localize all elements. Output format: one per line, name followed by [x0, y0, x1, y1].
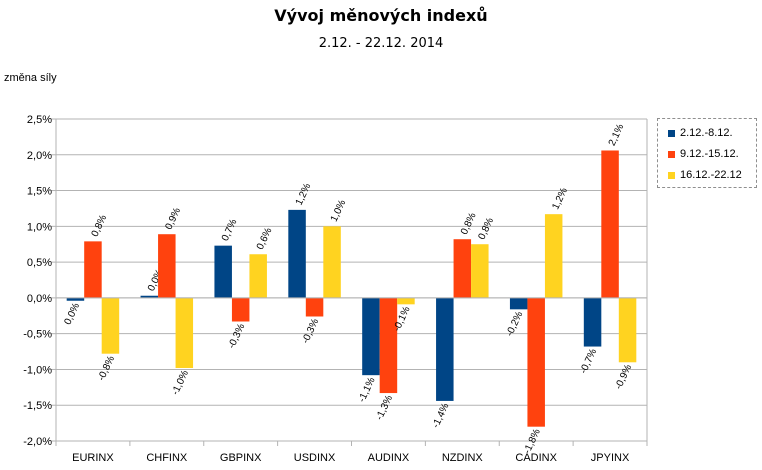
data-label: 1,0% — [329, 198, 349, 223]
bar-series-2 — [305, 297, 324, 317]
bar-series-3 — [323, 226, 341, 298]
bar-series-3 — [175, 297, 194, 369]
bar-series-1 — [509, 297, 528, 310]
legend-label-series-3: 16.12.-22.12 — [680, 169, 742, 181]
legend-item-series-1: 2.12.-8.12. — [668, 127, 733, 139]
data-label: 0,9% — [164, 206, 184, 231]
bar-series-1 — [66, 297, 85, 301]
data-label: -1,1% — [357, 376, 378, 404]
bar-series-2 — [453, 239, 472, 298]
data-label: -0,8% — [96, 354, 117, 382]
bar-series-1 — [288, 209, 306, 298]
bar-series-3 — [471, 244, 489, 298]
bar-series-2 — [231, 297, 250, 322]
data-label: 0,7% — [220, 218, 240, 243]
y-axis-label: změna síly — [4, 72, 57, 84]
x-tick-label: EURINX — [72, 452, 114, 464]
chart-title: Vývoj měnových indexů — [274, 6, 488, 25]
chart-subtitle: 2.12. - 22.12. 2014 — [318, 36, 444, 51]
bar-series-1 — [140, 295, 159, 298]
bar-series-3 — [544, 214, 563, 298]
data-label: 2,1% — [607, 122, 627, 147]
legend-label-series-1: 2.12.-8.12. — [680, 127, 733, 139]
data-label: -0,7% — [578, 347, 599, 375]
legend-item-series-3: 16.12.-22.12 — [668, 169, 742, 181]
y-tick-label: 2,5% — [27, 114, 52, 126]
bar-series-1 — [436, 297, 454, 401]
data-label: 1,2% — [294, 182, 314, 207]
bar-series-1 — [362, 297, 380, 376]
bar-series-2 — [158, 234, 176, 298]
y-tick-label: 2,0% — [27, 150, 52, 162]
bar-series-2 — [379, 297, 398, 394]
bar-series-3 — [397, 297, 415, 305]
bar-series-3 — [101, 297, 120, 354]
y-tick-label: -0,5% — [23, 329, 52, 341]
bar-series-3 — [249, 254, 267, 298]
x-tick-label: NZDINX — [442, 452, 484, 464]
bar-series-3 — [618, 297, 637, 363]
data-label: -0,9% — [613, 363, 634, 391]
bar-series-1 — [214, 245, 232, 298]
y-tick-label: -1,0% — [23, 364, 52, 376]
legend-item-series-2: 9.12.-15.12. — [668, 148, 739, 160]
y-tick-label: 1,0% — [27, 221, 52, 233]
data-label: 0,6% — [255, 226, 275, 251]
legend: 2.12.-8.12. 9.12.-15.12. 16.12.-22.12 — [657, 118, 757, 188]
data-label: -0,3% — [226, 322, 247, 350]
bar-series-2 — [84, 241, 102, 298]
legend-label-series-2: 9.12.-15.12. — [680, 148, 739, 160]
data-label: -1,3% — [374, 394, 395, 422]
y-tick-label: -2,0% — [23, 436, 52, 448]
y-tick-label: 1,5% — [27, 186, 52, 198]
legend-swatch-series-1 — [668, 129, 675, 137]
legend-swatch-series-2 — [668, 150, 675, 158]
y-tick-label: 0,5% — [27, 257, 52, 269]
data-label: 0,0% — [63, 301, 83, 326]
data-label: -0,3% — [300, 317, 321, 345]
x-tick-label: AUDINX — [368, 452, 410, 464]
x-tick-label: JPYINX — [591, 452, 630, 464]
bar-series-1 — [583, 297, 602, 347]
y-tick-label: -1,5% — [23, 400, 52, 412]
bar-series-2 — [527, 297, 545, 427]
x-tick-label: CADINX — [515, 452, 557, 464]
y-tick-label: 0,0% — [27, 293, 52, 305]
legend-swatch-series-3 — [668, 171, 675, 179]
data-label: -1,0% — [170, 369, 191, 397]
x-tick-label: GBPINX — [220, 452, 262, 464]
x-tick-label: USDINX — [294, 452, 336, 464]
data-label: 1,2% — [550, 186, 570, 211]
x-tick-label: CHFINX — [146, 452, 188, 464]
bar-series-2 — [601, 150, 619, 298]
data-label: 0,8% — [459, 211, 479, 236]
data-label: 0,8% — [477, 216, 497, 241]
